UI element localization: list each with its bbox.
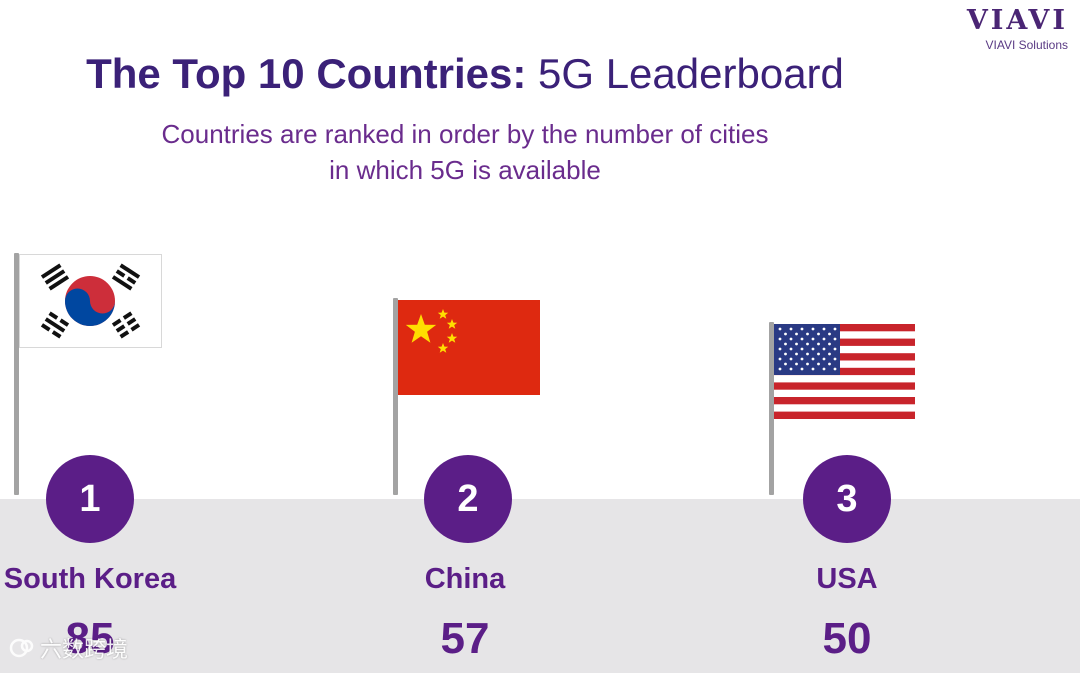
logo-subtitle: VIAVI Solutions bbox=[985, 38, 1069, 52]
title-light: 5G Leaderboard bbox=[538, 50, 844, 97]
title-bold: The Top 10 Countries: bbox=[86, 50, 527, 97]
usa-flag bbox=[774, 324, 915, 419]
podium-band bbox=[0, 499, 1080, 673]
flag-pole bbox=[393, 298, 398, 495]
viavi-logo: VIAVI VIAVI Solutions bbox=[966, 5, 1069, 53]
flag-pole bbox=[14, 253, 19, 495]
rank-badge: 1 bbox=[46, 455, 134, 543]
subtitle-line-1: Countries are ranked in order by the num… bbox=[161, 119, 769, 149]
page-subtitle: Countries are ranked in order by the num… bbox=[0, 116, 930, 188]
watermark-icon bbox=[9, 638, 34, 658]
data-label: 85 bbox=[65, 614, 115, 663]
logo-mark: VIAVI bbox=[966, 5, 1068, 36]
south-korea-flag bbox=[19, 254, 162, 348]
country-label: USA bbox=[816, 563, 878, 595]
country-label: South Korea bbox=[3, 563, 177, 595]
subtitle-line-2: in which 5G is available bbox=[329, 155, 601, 185]
rank-badge: 3 bbox=[803, 455, 891, 543]
data-label: 50 bbox=[822, 614, 872, 663]
page-title: The Top 10 Countries: 5G Leaderboard bbox=[0, 50, 930, 98]
flag-pole bbox=[769, 322, 774, 495]
china-flag bbox=[398, 300, 540, 395]
country-label: China bbox=[424, 563, 506, 595]
rank-badge: 2 bbox=[424, 455, 512, 543]
data-label: 57 bbox=[440, 614, 490, 663]
watermark: 六数跨境 bbox=[8, 632, 128, 664]
watermark-text: 六数跨境 bbox=[40, 637, 129, 662]
